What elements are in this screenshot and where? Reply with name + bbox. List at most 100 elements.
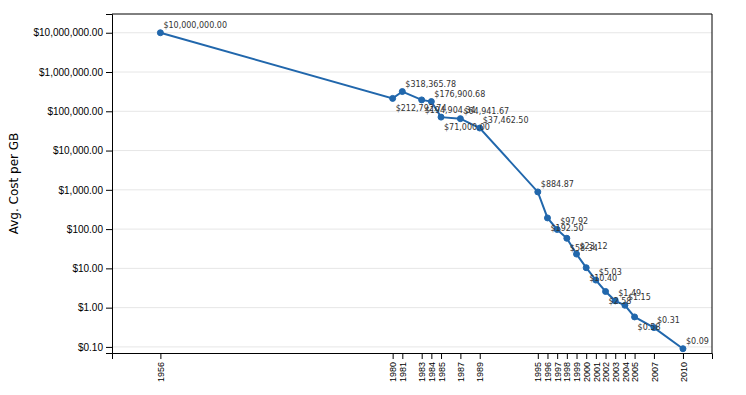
tick-label: 2010 [679, 362, 689, 382]
tick-label: 1998 [562, 362, 572, 382]
marker [544, 215, 550, 221]
tick-mark [441, 353, 442, 359]
tick-mark [635, 353, 636, 359]
tick-label: 2001 [592, 362, 602, 382]
tick-label: $10.00 [72, 263, 103, 274]
tick: $100,000.00 [47, 106, 112, 117]
marker [390, 95, 396, 101]
tick: 1987 [456, 353, 466, 382]
frame [112, 14, 712, 15]
tick: 2003 [611, 353, 621, 382]
tick: 1984 [427, 353, 437, 382]
tick: 2001 [592, 353, 602, 382]
tick-mark [596, 353, 597, 359]
grid-line [112, 150, 712, 151]
tick-label: 1983 [417, 362, 427, 382]
tick-label: 2000 [582, 362, 592, 382]
tick-mark [615, 353, 616, 359]
tick: $10.00 [72, 263, 112, 274]
tick: 2005 [630, 353, 640, 382]
tick: $1,000.00 [59, 185, 113, 196]
y-grid [112, 33, 712, 347]
data-labels: $10,000,000.00$212,792.74$318,365.78$194… [163, 21, 708, 346]
plot-area [157, 30, 686, 352]
tick-mark [577, 353, 578, 359]
data-label: $5.03 [599, 268, 622, 277]
tick-label: $100.00 [67, 224, 104, 235]
tick-label: 1981 [398, 362, 408, 382]
data-label: $37,462.50 [483, 116, 529, 125]
y-axis: $0.10$1.00$10.00$100.00$1,000.00$10,000.… [33, 15, 112, 354]
tick-label: 2002 [601, 362, 611, 382]
tick: 1999 [572, 353, 582, 382]
tick-label: $100,000.00 [47, 106, 103, 117]
tick: 2000 [582, 353, 592, 382]
tick-mark [586, 353, 587, 359]
marker [680, 346, 686, 352]
marker [457, 116, 463, 122]
tick-mark [547, 353, 548, 359]
tick: 1995 [533, 353, 543, 382]
tick-label: $1,000,000.00 [39, 67, 103, 78]
tick-mark [106, 151, 112, 152]
marker [603, 288, 609, 294]
chart: $0.10$1.00$10.00$100.00$1,000.00$10,000.… [0, 0, 746, 395]
marker [632, 314, 638, 320]
tick: $10,000.00 [53, 145, 112, 156]
frame [712, 14, 713, 353]
tick: 1996 [543, 353, 553, 382]
data-label: $97.92 [560, 217, 588, 226]
tick-label: 1956 [156, 362, 166, 382]
tick-label: 2005 [630, 362, 640, 382]
grid-line [112, 72, 712, 73]
tick: 2010 [679, 353, 689, 382]
tick: 2004 [621, 353, 631, 382]
data-label: $10,000,000.00 [163, 21, 227, 30]
tick-label: 1996 [543, 362, 553, 382]
tick-label: 1980 [388, 362, 398, 382]
axis-title: Avg. Cost per GB [7, 133, 21, 235]
grid-line [112, 229, 712, 230]
tick-mark [557, 353, 558, 359]
tick: $10,000,000.00 [33, 27, 112, 38]
tick-label: 2003 [611, 362, 621, 382]
tick-mark [567, 353, 568, 359]
tick-mark [106, 111, 112, 112]
tick-mark [538, 353, 539, 359]
tick: $100.00 [67, 224, 112, 235]
tick: 1997 [553, 353, 563, 382]
tick-mark [460, 353, 461, 359]
line [160, 33, 683, 349]
data-label: $1.15 [628, 293, 651, 302]
tick-mark [106, 72, 112, 73]
tick-mark [106, 190, 112, 191]
tick: 1956 [156, 353, 166, 382]
axis-line [106, 15, 113, 354]
tick-mark [683, 353, 684, 359]
grid-line [112, 346, 712, 347]
grid-line [112, 32, 712, 33]
marker [583, 265, 589, 271]
tick-label: 1989 [475, 362, 485, 382]
tick: 1985 [437, 353, 447, 382]
tick-mark [106, 308, 112, 309]
tick: $0.10 [78, 342, 112, 353]
tick-mark [402, 353, 403, 359]
grid-line [112, 307, 712, 308]
tick-label: $10,000.00 [53, 145, 103, 156]
data-label: $0.31 [657, 316, 680, 325]
data-label: $23.12 [580, 242, 608, 251]
marker [419, 97, 425, 103]
tick: 2002 [601, 353, 611, 382]
marker [438, 114, 444, 120]
grid-line [112, 268, 712, 269]
marker [535, 189, 541, 195]
x-axis: 1956 19801981 198319841985 1987 1989 19951996… [113, 353, 713, 382]
tick-mark [431, 353, 432, 359]
tick-mark [625, 353, 626, 359]
tick-mark [606, 353, 607, 359]
data-label: $318,365.78 [405, 80, 456, 89]
tick-label: 1995 [533, 362, 543, 382]
tick-mark [393, 353, 394, 359]
tick-label: 1997 [553, 362, 563, 382]
